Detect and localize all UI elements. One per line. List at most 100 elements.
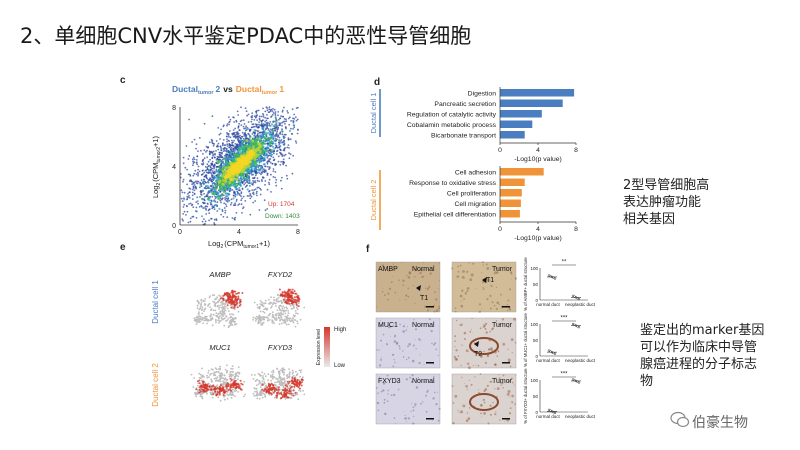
cell2-bar-group: Cell adhesion Response to oxidative stres… [409, 166, 578, 242]
tissue-texture [490, 347, 493, 351]
tsne-expr-cell [297, 386, 300, 389]
tsne-cell [257, 372, 260, 375]
tsne-expr-cell [231, 297, 234, 300]
tsne-expr-cell [219, 387, 221, 390]
tsne-cell [214, 309, 217, 312]
tsne-cell [196, 318, 199, 320]
tsne-cell [204, 304, 206, 306]
tsne-expr-cell [278, 288, 281, 291]
tsne-cell [234, 320, 236, 323]
tsne-cell [290, 397, 293, 399]
tissue-texture [414, 276, 416, 278]
tsne-cell [224, 368, 227, 371]
tsne-plot [251, 367, 306, 401]
tsne-cell [201, 367, 203, 370]
bar-tick-label: 8 [574, 226, 578, 233]
tsne-expr-cell [283, 392, 286, 395]
x-tick-0: 0 [178, 229, 182, 236]
tsne-cell [257, 321, 260, 323]
tsne-cell [213, 294, 216, 296]
tsne-expr-cell [239, 379, 242, 382]
tsne-cell [231, 370, 234, 373]
tissue-texture [430, 330, 433, 333]
tsne-expr-cell [287, 300, 290, 303]
tsne-cell [261, 302, 264, 304]
tissue-texture [460, 304, 464, 308]
tissue-texture [489, 380, 492, 383]
tissue-texture [495, 377, 498, 380]
cell1-term-label: Cobalamin metabolic process [407, 122, 497, 129]
tsne-cell [222, 315, 224, 317]
tsne-cell [256, 304, 259, 306]
tissue-texture [405, 329, 407, 332]
tsne-expr-cell [240, 388, 243, 391]
tsne-cell [216, 314, 219, 317]
tissue-texture [422, 401, 424, 403]
tsne-cell [277, 380, 279, 383]
tsne-cell [206, 318, 208, 321]
tissue-texture [434, 342, 437, 345]
tissue-texture [495, 271, 499, 274]
dot-xcat: neoplastic duct [565, 358, 596, 363]
tissue-texture [489, 303, 491, 305]
tsne-cell [302, 376, 304, 379]
tsne-cell [215, 297, 218, 300]
tsne-cell [258, 397, 261, 400]
normal-tissue-image [375, 373, 441, 425]
tissue-texture [418, 270, 420, 272]
tsne-cell [195, 316, 198, 319]
tissue-texture [420, 340, 422, 342]
tissue-texture [498, 323, 501, 326]
tsne-cell [268, 393, 271, 396]
note-functional-genes: 2型导管细胞高 表达肿瘤功能 相关基因 [623, 177, 709, 228]
tsne-cell [214, 380, 217, 382]
tissue-texture [454, 394, 458, 398]
tsne-cell [256, 317, 259, 319]
tsne-cell [285, 374, 288, 377]
bar-tick-label: 0 [498, 226, 502, 233]
tissue-texture [382, 345, 383, 347]
tissue-texture [412, 409, 415, 412]
tsne-expr-cell [229, 377, 232, 380]
tissue-texture [380, 339, 382, 342]
tsne-cell [271, 321, 274, 324]
tissue-texture [486, 298, 489, 301]
tsne-cell [298, 379, 301, 381]
tissue-texture [485, 263, 488, 266]
tissue-texture [426, 287, 430, 291]
tsne-expr-cell [289, 288, 292, 291]
tissue-texture [480, 412, 482, 415]
tissue-texture [435, 309, 439, 312]
tissue-texture [399, 323, 401, 326]
tissue-texture [433, 391, 436, 394]
tsne-cell [261, 392, 263, 394]
tissue-texture [457, 409, 459, 411]
tsne-expr-cell [286, 302, 289, 305]
panel-e-letter: e [120, 242, 126, 253]
tsne-cell [217, 319, 219, 322]
tsne-expr-cell [292, 394, 295, 397]
cell1-bar-group: Digestion Pancreatic secretion Regulation … [407, 87, 578, 163]
tsne-cell [297, 398, 300, 401]
tsne-cell [223, 382, 225, 385]
group2-label: Ductal cell 2 [369, 180, 378, 221]
tissue-texture [384, 294, 386, 297]
tsne-cell [227, 325, 230, 328]
tsne-cell [280, 379, 283, 381]
tsne-cell [218, 298, 221, 301]
tsne-cell [261, 396, 264, 399]
tissue-texture [378, 376, 381, 378]
tsne-cell [229, 316, 232, 319]
tissue-texture [386, 400, 389, 402]
tsne-expr-cell [293, 290, 296, 293]
tsne-cell [228, 322, 231, 324]
tsne-expr-cell [236, 306, 239, 309]
tissue-texture [462, 270, 465, 273]
tsne-cell [264, 393, 266, 396]
y-axis-label: Log2(CPMtumor2+1) [151, 135, 162, 198]
tissue-texture [386, 374, 389, 377]
tsne-cell [283, 377, 285, 380]
tsne-expr-cell [222, 388, 225, 391]
tissue-texture [434, 291, 436, 294]
